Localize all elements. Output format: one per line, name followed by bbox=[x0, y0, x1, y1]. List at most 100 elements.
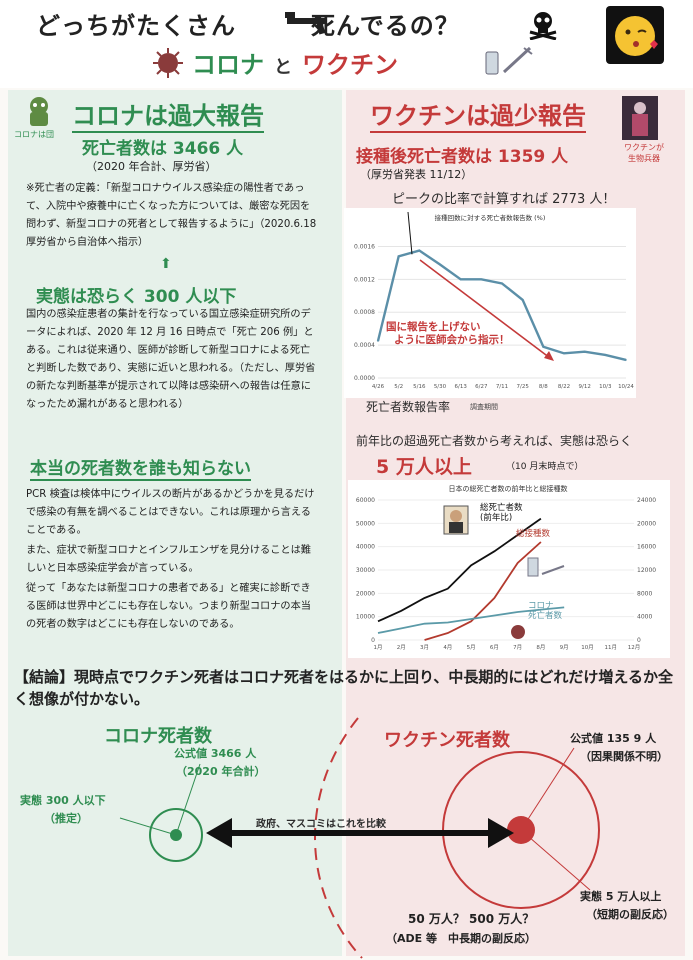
chart2-title: 日本の総死亡者数の前年比と総接種数 bbox=[449, 484, 568, 493]
chart-report-rate: 接種回数に対する死亡者数報告数 (%) 0.0016 0.0012 0.0008 0.0… bbox=[344, 208, 636, 398]
corona-deaths-line: 死亡者数は 3466 人 bbox=[82, 139, 244, 159]
monster-icon bbox=[30, 97, 48, 126]
chart1-x-tick: 8/8 bbox=[539, 384, 548, 390]
chart1-point bbox=[542, 345, 545, 348]
chart2-x-tick: 1月 bbox=[374, 644, 383, 651]
unknown-p1: PCR 検査は検体中にウイルスの断片があるかどうかを見るだけで感染の有無を調べる… bbox=[26, 489, 315, 536]
chart1-red-arrowhead bbox=[544, 351, 554, 361]
excess-text: 前年比の超過死亡者数から考えれば、実態は恐らく bbox=[356, 434, 633, 448]
syringe-icon bbox=[527, 557, 565, 577]
comparison-diagram bbox=[119, 717, 600, 959]
corona-official: 公式値 3466 人 bbox=[174, 747, 257, 760]
chart2-svg: 日本の総死亡者数の前年比と総接種数 60000 24000 50000 20000 400… bbox=[356, 484, 656, 651]
chart1-point bbox=[377, 340, 379, 342]
corona-panel bbox=[8, 90, 342, 662]
chart2-x-tick: 2月 bbox=[397, 644, 406, 651]
peak-text-label: ピークの比率で計算すれば 2773 人！ bbox=[392, 192, 616, 207]
chart1-x-tick: 6/13 bbox=[454, 384, 467, 390]
chart1-x-tick: 9/12 bbox=[578, 384, 590, 390]
chart2-x-tick: 3月 bbox=[420, 644, 429, 651]
chart1-point bbox=[625, 359, 627, 361]
chart2-series-label: 死亡者数 bbox=[528, 610, 563, 621]
chart2-series-label: 総死亡者数 bbox=[480, 502, 523, 513]
chart1-x-tick: 10/3 bbox=[599, 384, 612, 390]
skull-icon bbox=[529, 12, 557, 40]
subtitle-to: と bbox=[274, 57, 292, 78]
chart2-y-tick-left: 30000 bbox=[356, 567, 375, 574]
unknown-heading: 本当の死者数を誰も知らない bbox=[30, 454, 251, 481]
chart2-y-tick-right: 20000 bbox=[637, 520, 656, 527]
chart2-y-tick-left: 40000 bbox=[356, 544, 375, 551]
chart2-y-tick-right: 12000 bbox=[637, 567, 656, 574]
chart1-x-tick: 6/27 bbox=[475, 384, 488, 390]
vaccine-long-term-note: （ADE 等 中長期の副反応） bbox=[386, 932, 536, 945]
chart2-series-line bbox=[377, 517, 542, 623]
chart2-y-tick-right: 8000 bbox=[637, 590, 652, 597]
chart1-point bbox=[583, 350, 586, 353]
chart1-svg: 接種回数に対する死亡者数報告数 (%) 0.0016 0.0012 0.0008 0.0… bbox=[354, 211, 634, 390]
chart1-x-tick: 8/22 bbox=[558, 384, 570, 390]
excess-note: （10 月末時点で） bbox=[506, 462, 584, 472]
chart1-y-tick: 0.0012 bbox=[354, 276, 375, 283]
corona-definition: ※死亡者の定義：「新型コロナウイルス感染症の陽性者であって、入院中や療養中に亡く… bbox=[26, 183, 317, 248]
corona-real-note: （推定） bbox=[44, 812, 88, 825]
virus-icon bbox=[511, 625, 525, 639]
chart2-series-label: コロナ bbox=[528, 601, 554, 611]
corona-heading: コロナは過大報告 bbox=[72, 96, 264, 133]
chart-total-deaths: 日本の総死亡者数の前年比と総接種数 60000 24000 50000 20000 400… bbox=[348, 480, 670, 658]
vaccine-real-note: （短期の副反応） bbox=[586, 908, 674, 921]
chart2-x-tick: 7月 bbox=[513, 644, 522, 651]
chart1-caption: 死亡者数報告率 bbox=[366, 400, 451, 414]
chart2-y-tick-left: 20000 bbox=[356, 590, 375, 597]
chart2-y-tick-right: 4000 bbox=[637, 614, 652, 621]
gun-icon bbox=[285, 12, 327, 35]
virus-icon bbox=[153, 48, 183, 78]
chart1-annotation: ように医師会から指示！ bbox=[394, 333, 510, 346]
page-title: どっちがたくさん 死んでるの？ bbox=[36, 12, 460, 40]
corona-icon-label: コロナは団 bbox=[14, 130, 54, 139]
chart2-y-tick-left: 10000 bbox=[356, 614, 375, 621]
portrait-icon bbox=[443, 505, 469, 535]
chart1-point bbox=[563, 352, 565, 355]
chart2-series-line bbox=[377, 606, 565, 634]
chart2-y-tick-right: 16000 bbox=[637, 544, 656, 551]
vaccine-long-term: 50 万人？ 500 万人？ bbox=[408, 912, 535, 926]
chart2-series-label: (前年比) bbox=[480, 512, 512, 523]
chart1-point bbox=[480, 278, 483, 281]
subtitle-corona: コロナ bbox=[192, 51, 264, 79]
chart2-x-tick: 9月 bbox=[560, 644, 569, 651]
chart1-red-arrow bbox=[419, 259, 551, 359]
arrow-up-icon: ⬆ bbox=[160, 256, 172, 272]
vaccine-official: 公式値 135 9 人 bbox=[570, 732, 657, 745]
chart2-y-tick-left: 0 bbox=[371, 637, 375, 644]
chart2-series-line bbox=[424, 541, 542, 641]
chart2-x-tick: 12月 bbox=[628, 644, 641, 651]
chart2-x-tick: 5月 bbox=[467, 644, 476, 651]
figure-icon bbox=[622, 96, 658, 140]
chart1-point bbox=[397, 255, 400, 258]
chart1-x-tick: 7/11 bbox=[496, 384, 508, 390]
vaccine-death-title: ワクチン死者数 bbox=[384, 730, 510, 751]
chart1-point bbox=[521, 299, 524, 301]
vaccine-icon-label: ワクチンが 生物兵器 bbox=[624, 143, 664, 163]
chart1-x-tick: 5/2 bbox=[394, 384, 403, 390]
chart2-y-tick-left: 60000 bbox=[356, 497, 375, 504]
subtitle: コロナとワクチン bbox=[192, 45, 398, 80]
vaccine-heading: ワクチンは過少報告 bbox=[370, 96, 586, 133]
chart1-point bbox=[604, 354, 607, 356]
avatar bbox=[606, 6, 664, 64]
subtitle-vaccine: ワクチン bbox=[302, 51, 398, 79]
chart2-series-label: 総接種数 bbox=[516, 528, 551, 539]
syringe-icon bbox=[485, 46, 533, 75]
unknown-p2: また、症状で新型コロナとインフルエンザを見分けることは難しいと日本感染症学会が言… bbox=[26, 545, 311, 574]
vaccine-deaths-line: 接種後死亡者数は 1359 人 bbox=[356, 147, 569, 167]
chart1-x-tick: 5/16 bbox=[413, 384, 426, 390]
corona-death-title: コロナ死者数 bbox=[104, 726, 212, 747]
chart2-y-tick-right: 24000 bbox=[637, 497, 656, 504]
unknown-p3: 従って「あなたは新型コロナの患者である」と確実に診断できる医師は世界中どこにも存… bbox=[26, 583, 311, 630]
chart2-x-tick: 10月 bbox=[581, 644, 594, 651]
chart2-x-tick: 11月 bbox=[604, 644, 617, 651]
corona-real: 実態 300 人以下 bbox=[20, 794, 106, 807]
chart1-y-tick: 0.0016 bbox=[354, 243, 375, 250]
vaccine-deaths-note: （厚労省発表 11/12） bbox=[360, 168, 473, 181]
